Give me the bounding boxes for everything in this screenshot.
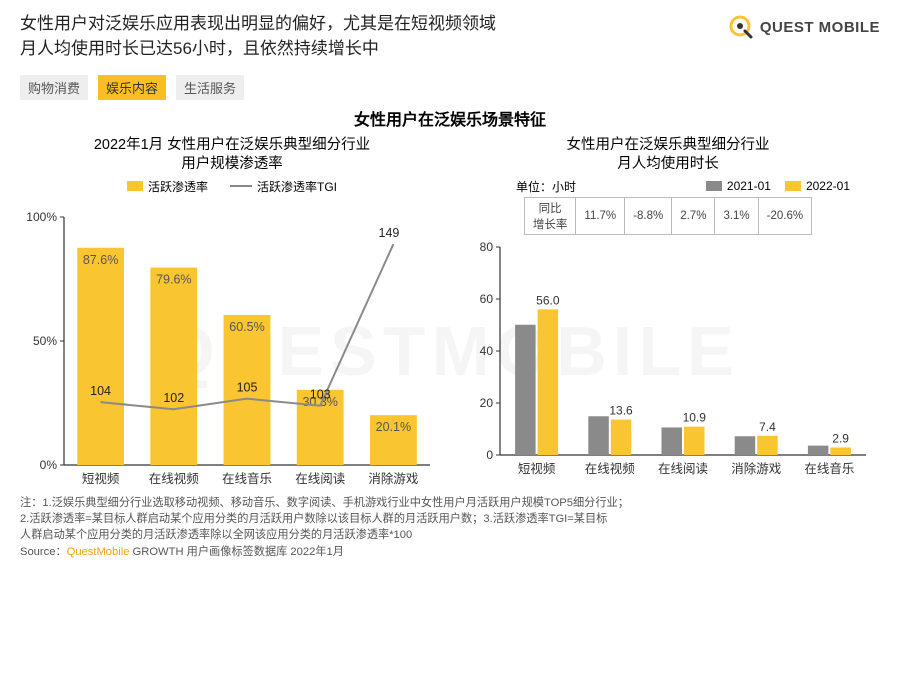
svg-text:79.6%: 79.6% (156, 273, 191, 287)
svg-text:0%: 0% (40, 458, 58, 472)
title-line-1: 女性用户对泛娱乐应用表现出明显的偏好，尤其是在短视频领域 (20, 12, 728, 37)
svg-text:80: 80 (480, 240, 494, 254)
svg-text:60.5%: 60.5% (229, 320, 264, 334)
right-chart-title-2: 月人均使用时长 (456, 155, 880, 174)
svg-text:短视频: 短视频 (82, 471, 120, 486)
svg-text:在线阅读: 在线阅读 (295, 472, 345, 486)
right-chart-svg: 0 20 40 60 80 56.0 短视频 13.6 在线视频 10.9 在线阅读 7.4 消除游戏 2… (456, 239, 876, 479)
svg-text:40: 40 (480, 344, 494, 358)
legend-2021: 2021-01 (727, 179, 771, 193)
footnote-1: 注：1.泛娱乐典型细分行业选取移动视频、移动音乐、数字阅读、手机游戏行业中女性用… (20, 495, 880, 511)
logo: QUEST MOBILE (728, 14, 880, 40)
svg-text:7.4: 7.4 (759, 420, 776, 434)
svg-text:149: 149 (379, 226, 400, 240)
svg-text:在线阅读: 在线阅读 (658, 462, 708, 476)
right-chart: 女性用户在泛娱乐典型细分行业 月人均使用时长 单位：小时 2021-01 202… (456, 136, 880, 489)
svg-text:在线视频: 在线视频 (585, 461, 636, 476)
footnote-2: 2.活跃渗透率=某目标人群启动某个应用分类的月活跃用户数除以该目标人群的月活跃用… (20, 511, 880, 527)
left-chart-title-2: 用户规模渗透率 (20, 155, 444, 174)
header: 女性用户对泛娱乐应用表现出明显的偏好，尤其是在短视频领域 月人均使用时长已达56… (20, 12, 880, 61)
svg-text:102: 102 (163, 391, 184, 405)
unit-label: 单位：小时 (516, 178, 576, 195)
source-line: Source：QuestMobile GROWTH 用户画像标签数据库 2022… (20, 544, 880, 560)
legend-bar-label: 活跃渗透率 (148, 178, 208, 195)
logo-icon (728, 14, 754, 40)
svg-text:50%: 50% (33, 334, 57, 348)
svg-text:20: 20 (480, 396, 494, 410)
left-legend: 活跃渗透率 活跃渗透率TGI (20, 178, 444, 195)
footnotes: 注：1.泛娱乐典型细分行业选取移动视频、移动音乐、数字阅读、手机游戏行业中女性用… (20, 495, 880, 560)
growth-table: 同比 增长率11.7%-8.8%2.7%3.1%-20.6% (524, 197, 812, 235)
svg-text:2.9: 2.9 (832, 431, 849, 445)
page-title: 女性用户对泛娱乐应用表现出明显的偏好，尤其是在短视频领域 月人均使用时长已达56… (20, 12, 728, 61)
svg-text:在线音乐: 在线音乐 (804, 461, 854, 476)
tab-娱乐内容[interactable]: 娱乐内容 (98, 75, 166, 100)
left-chart: 2022年1月 女性用户在泛娱乐典型细分行业 用户规模渗透率 活跃渗透率 活跃渗… (20, 136, 444, 489)
svg-text:在线音乐: 在线音乐 (222, 471, 272, 486)
svg-text:56.0: 56.0 (536, 293, 560, 307)
section-title: 女性用户在泛娱乐场景特征 (20, 106, 880, 130)
svg-text:60: 60 (480, 292, 494, 306)
svg-text:短视频: 短视频 (518, 461, 556, 476)
logo-text: QUEST MOBILE (760, 19, 880, 36)
tab-生活服务[interactable]: 生活服务 (176, 75, 244, 100)
left-chart-svg: 100%50%0%87.6%短视频79.6%在线视频60.5%在线音乐30.3%… (20, 199, 440, 489)
svg-text:消除游戏: 消除游戏 (368, 471, 418, 486)
tab-购物消费[interactable]: 购物消费 (20, 75, 88, 100)
svg-text:消除游戏: 消除游戏 (731, 461, 781, 476)
svg-text:100%: 100% (26, 210, 57, 224)
svg-text:103: 103 (310, 388, 331, 402)
tabs: 购物消费娱乐内容生活服务 (20, 75, 880, 100)
svg-text:104: 104 (90, 384, 111, 398)
svg-text:20.1%: 20.1% (376, 420, 411, 434)
left-chart-title-1: 2022年1月 女性用户在泛娱乐典型细分行业 (20, 136, 444, 155)
right-chart-title-1: 女性用户在泛娱乐典型细分行业 (456, 136, 880, 155)
legend-2022: 2022-01 (806, 179, 850, 193)
legend-line-label: 活跃渗透率TGI (257, 178, 337, 195)
title-line-2: 月人均使用时长已达56小时，且依然持续增长中 (20, 37, 728, 62)
svg-text:13.6: 13.6 (609, 404, 633, 418)
svg-text:在线视频: 在线视频 (149, 471, 200, 486)
svg-text:0: 0 (486, 448, 493, 462)
svg-text:87.6%: 87.6% (83, 253, 118, 267)
svg-text:10.9: 10.9 (683, 411, 707, 425)
svg-text:105: 105 (237, 381, 258, 395)
footnote-3: 人群启动某个应用分类的月活跃渗透率除以全网该应用分类的月活跃渗透率*100 (20, 527, 880, 543)
